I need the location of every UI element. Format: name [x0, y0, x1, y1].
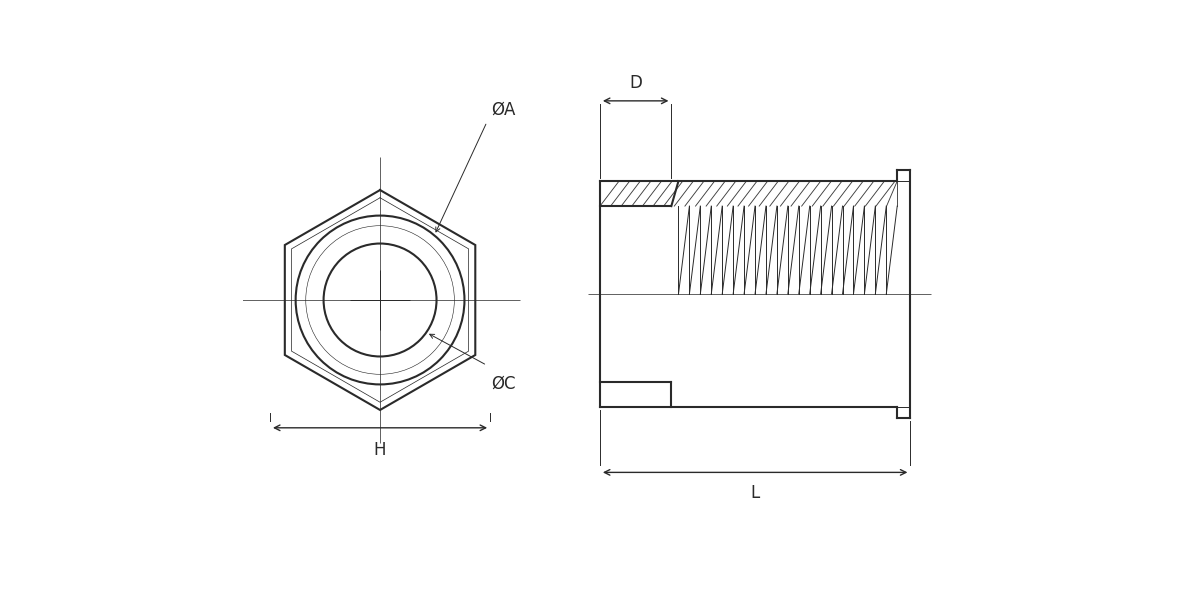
Text: H: H	[374, 441, 386, 459]
Text: D: D	[629, 74, 642, 92]
Text: ØC: ØC	[491, 374, 516, 392]
Text: ØA: ØA	[491, 101, 516, 119]
Text: L: L	[750, 484, 760, 502]
